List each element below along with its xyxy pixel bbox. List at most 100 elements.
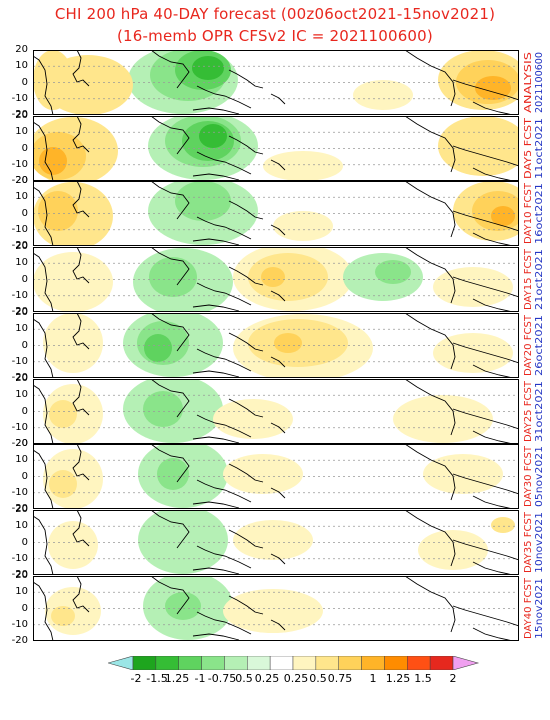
anomaly-shading (375, 260, 411, 284)
coastline (33, 581, 54, 641)
map-panel-canvas (33, 50, 519, 115)
latitude-tick-label: -10 (11, 355, 28, 367)
anomaly-shading (353, 80, 413, 110)
anomaly-shading (263, 151, 343, 181)
colorbar-high-triangle (452, 655, 480, 671)
colorbar-swatch (132, 655, 157, 671)
colorbar-swatch (178, 655, 202, 671)
coastline (72, 510, 90, 547)
colorbar-swatch (384, 655, 408, 671)
map-panel-canvas (33, 181, 519, 246)
title-line-2: (16-memb OPR CFSv2 IC = 2021100600) (117, 27, 433, 45)
colorbar-swatch (315, 655, 339, 671)
colorbar-tick-label: 0.75 (327, 672, 353, 685)
coastline (33, 318, 54, 378)
latitude-tick-label: -20 (11, 306, 28, 317)
coastline (404, 116, 456, 173)
anomaly-shading (433, 333, 513, 373)
colorbar-tick-label: -0.75 (207, 672, 237, 685)
colorbar-tick-label: 1.25 (385, 672, 411, 685)
panel-side-label: DAY5 FCST 11oct2021 (523, 116, 545, 181)
latitude-tick-label: -10 (11, 618, 28, 630)
latitude-tick-label: -10 (11, 223, 28, 235)
anomaly-shading (143, 391, 183, 427)
panel-date: 21oct2021 (534, 249, 545, 310)
map-panel (33, 510, 519, 575)
latitude-tick-label: -10 (11, 158, 28, 170)
colorbar-swatch (269, 655, 294, 671)
anomaly-shading (223, 589, 323, 633)
coastline (33, 121, 54, 181)
colorbar-swatch (361, 655, 385, 671)
panel-side-label: DAY40 FCST 15nov2021 (523, 576, 545, 641)
coastline (270, 356, 286, 368)
panel-side-label: DAY25 FCST 31oct2021 (523, 379, 545, 444)
colorbar-tick-label: 2 (449, 672, 457, 685)
latitude-tick-label: 10 (15, 191, 28, 203)
coastline (150, 247, 190, 286)
panel-side-label: DAY20 FCST 26oct2021 (523, 313, 545, 378)
colorbar-tick-label: -2 (130, 672, 142, 685)
coastline (72, 576, 90, 613)
coastline (270, 93, 286, 105)
colorbar-tick-label: 1 (369, 672, 377, 685)
coastline (452, 210, 519, 232)
latitude-tick-label: 10 (15, 257, 28, 269)
panel-side-label: DAY35 FCST 10nov2021 (523, 510, 545, 575)
coastline (452, 276, 519, 298)
anomaly-shading (223, 454, 303, 494)
coastline (192, 107, 240, 115)
panel-date: 15nov2021 (534, 578, 545, 639)
colorbar-swatches (106, 655, 480, 671)
colorbar-tick-label: 0.5 (235, 672, 253, 685)
colorbar-tick-label: 0.5 (309, 672, 327, 685)
panel-side-label: DAY15 FCST 21oct2021 (523, 247, 545, 312)
coastline (192, 436, 240, 444)
coastline (472, 101, 514, 115)
coastline (33, 186, 54, 246)
coastline (196, 479, 252, 503)
coastline (404, 313, 456, 370)
anomaly-shading (418, 530, 488, 570)
coastline (472, 232, 514, 246)
latitude-tick-label: 10 (15, 586, 28, 598)
colorbar-swatch (224, 655, 248, 671)
latitude-tick-label: -10 (11, 92, 28, 104)
coastline (472, 495, 514, 509)
latitude-tick-label: 0 (21, 273, 28, 285)
colorbar-tick-label: -1.5 (146, 672, 168, 685)
latitude-tick-label: 10 (15, 323, 28, 335)
coastline (72, 181, 90, 218)
colorbar-swatch (201, 655, 225, 671)
coastline (228, 200, 264, 220)
latitude-tick-label: -20 (11, 503, 28, 514)
coastline (404, 181, 456, 238)
anomaly-shading (213, 399, 293, 439)
colorbar-swatch (429, 655, 454, 671)
coastline (196, 85, 252, 109)
latitude-tick-label: 0 (21, 536, 28, 548)
map-panel (33, 444, 519, 509)
coastline (196, 282, 252, 306)
coastline (150, 444, 190, 483)
coastline (228, 332, 264, 352)
anomaly-shading (144, 334, 172, 362)
latitude-tick-label: 10 (15, 60, 28, 72)
coastline (270, 224, 286, 236)
coastline (72, 116, 90, 153)
latitude-tick-label: 0 (21, 76, 28, 88)
panel-label: DAY15 FCST (523, 248, 534, 310)
colorbar-labels: -2 -1.5 1.25 -1 -0.75 0.5 0.25 0.25 0.5 0.75 1 1.25… (0, 672, 550, 686)
coastline (196, 151, 252, 175)
anomaly-shading (261, 267, 285, 287)
coastline (228, 69, 264, 89)
coastline (196, 414, 252, 438)
coastline (72, 444, 90, 481)
anomaly-shading (48, 521, 98, 569)
coastline (270, 422, 286, 434)
latitude-tick-label: 20 (15, 241, 28, 252)
coastline (196, 611, 252, 635)
coastline (196, 216, 252, 240)
panel-date: 11oct2021 (534, 118, 545, 179)
colorbar-swatch (155, 655, 179, 671)
